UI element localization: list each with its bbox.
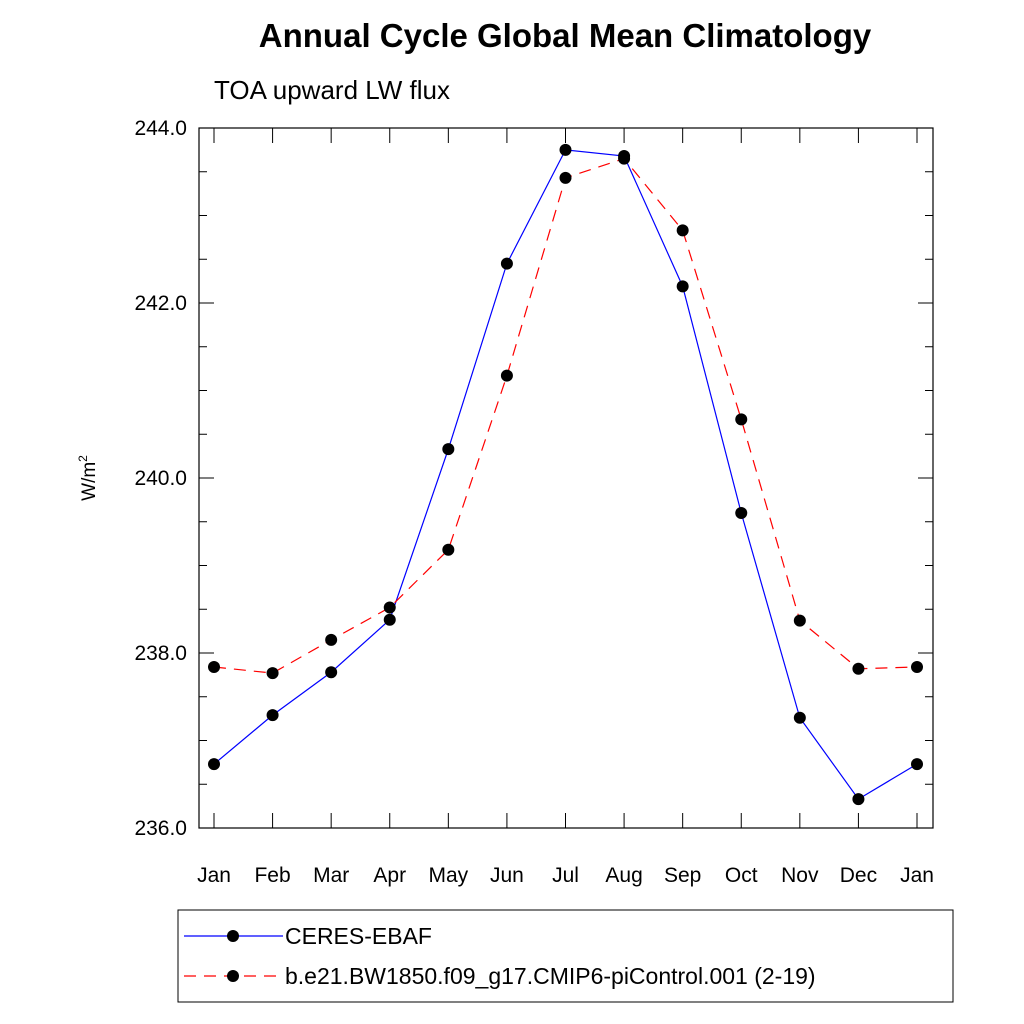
y-axis-label-superscript: 2 — [76, 455, 90, 462]
series-1-point — [793, 711, 806, 724]
legend-box — [177, 909, 954, 1003]
series-line-2 — [213, 157, 918, 674]
series-1-point — [676, 280, 689, 293]
legend-marker-2 — [227, 970, 239, 982]
series-2-point — [911, 661, 923, 673]
legend-label-2: b.e21.BW1850.f09_g17.CMIP6-piControl.001… — [285, 963, 816, 989]
y-tick-label: 242.0 — [134, 292, 187, 315]
series-2-point — [266, 667, 279, 680]
y-axis-label-main: W/m — [79, 462, 100, 501]
x-tick-label: Jan — [900, 864, 934, 887]
series-2-point — [208, 661, 220, 673]
chart-title: Annual Cycle Global Mean Climatology — [259, 17, 872, 54]
y-ticks: 236.0 238.0 240.0 242.0 244.0 — [134, 117, 933, 840]
x-tick-label: Dec — [840, 864, 877, 887]
series-1-point — [383, 613, 396, 626]
y-tick-label: 240.0 — [134, 467, 187, 490]
x-tick-label: Apr — [373, 864, 406, 887]
legend-entries: CERES-EBAF b.e21.BW1850.f09_g17.CMIP6-piC… — [184, 923, 816, 989]
x-tick-label: Jun — [490, 864, 524, 887]
series-1-point — [911, 758, 923, 771]
series-2-point — [500, 369, 513, 382]
x-tick-label: Feb — [254, 864, 290, 887]
series-1-point — [735, 507, 748, 519]
series-1 — [208, 143, 923, 806]
x-tick-label: Nov — [781, 864, 819, 887]
y-axis-label: W/m2 — [76, 455, 100, 501]
x-tick-label: Jan — [197, 864, 231, 887]
plot-frame — [198, 127, 934, 829]
series-2-point — [383, 601, 396, 614]
chart-subtitle: TOA upward LW flux — [214, 75, 450, 105]
x-tick-label: Sep — [664, 864, 701, 887]
y-tick-label: 236.0 — [134, 817, 187, 840]
series-2-point — [852, 662, 865, 675]
series-1-point — [559, 143, 572, 156]
series-2-point — [618, 152, 631, 165]
x-tick-label: Mar — [313, 864, 349, 887]
x-tick-label: Jul — [552, 864, 579, 887]
series-2-point — [559, 171, 572, 184]
series-1-point — [852, 793, 865, 806]
series-layer — [208, 143, 923, 806]
series-line-1 — [213, 149, 918, 800]
x-ticks: Jan Feb Mar Apr May Jun Jul Aug Sep Oct Nov Dec Jan — [197, 128, 934, 887]
series-2-point — [676, 224, 689, 237]
legend-marker-1 — [227, 930, 239, 942]
series-1-point — [500, 257, 513, 270]
series-2 — [208, 152, 923, 680]
y-tick-label: 238.0 — [134, 642, 187, 665]
y-tick-label: 244.0 — [134, 117, 187, 140]
series-2-point — [442, 543, 455, 556]
legend-label-1: CERES-EBAF — [285, 923, 432, 949]
series-1-point — [266, 709, 279, 722]
legend: CERES-EBAF b.e21.BW1850.f09_g17.CMIP6-piC… — [177, 909, 954, 1003]
series-1-point — [442, 443, 455, 456]
series-1-point — [208, 758, 220, 771]
series-2-point — [735, 413, 748, 426]
x-tick-label: May — [428, 864, 468, 887]
series-2-point — [325, 633, 338, 646]
axes — [198, 127, 934, 829]
x-tick-label: Oct — [725, 864, 758, 887]
series-2-point — [793, 614, 806, 627]
x-tick-label: Aug — [605, 864, 642, 887]
series-1-point — [325, 666, 338, 679]
